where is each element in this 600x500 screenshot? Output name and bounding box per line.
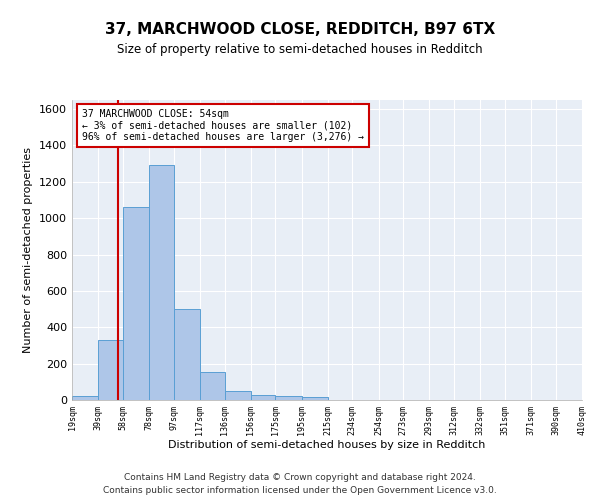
Text: Contains public sector information licensed under the Open Government Licence v3: Contains public sector information licen… [103,486,497,495]
Bar [98,340,123,400]
Text: 37 MARCHWOOD CLOSE: 54sqm
← 3% of semi-detached houses are smaller (102)
96% of : 37 MARCHWOOD CLOSE: 54sqm ← 3% of semi-d… [82,109,364,142]
Bar [251,395,275,400]
Y-axis label: Number of semi-detached properties: Number of semi-detached properties [23,147,34,353]
Text: Contains HM Land Registry data © Crown copyright and database right 2024.: Contains HM Land Registry data © Crown c… [124,474,476,482]
Bar [200,372,224,400]
Bar [275,396,302,400]
Bar [302,398,328,400]
Bar [72,396,98,400]
Bar [174,309,200,400]
Bar [149,166,174,400]
Text: 37, MARCHWOOD CLOSE, REDDITCH, B97 6TX: 37, MARCHWOOD CLOSE, REDDITCH, B97 6TX [105,22,495,38]
Bar [224,392,251,400]
X-axis label: Distribution of semi-detached houses by size in Redditch: Distribution of semi-detached houses by … [169,440,485,450]
Text: Size of property relative to semi-detached houses in Redditch: Size of property relative to semi-detach… [117,42,483,56]
Bar [123,208,149,400]
